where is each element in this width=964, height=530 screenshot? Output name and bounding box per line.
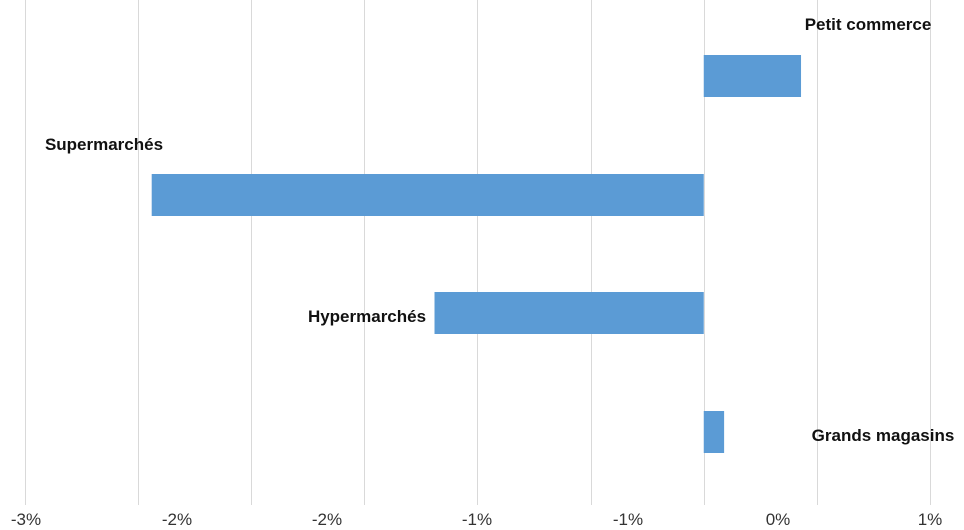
bar-3	[434, 292, 704, 334]
category-labels: Petit commerce Supermarchés Hypermarchés Gr…	[45, 15, 954, 445]
category-label: Hypermarchés	[308, 307, 426, 326]
x-tick-label: 1%	[918, 510, 943, 529]
bar-4	[703, 411, 725, 453]
category-label: Grands magasins	[812, 426, 955, 445]
x-tick-label: -2%	[312, 510, 342, 529]
category-label: Petit commerce	[805, 15, 932, 34]
x-axis-tick-labels: -3% -2% -2% -1% -1% 0% 1%	[11, 510, 942, 529]
x-tick-label: -1%	[613, 510, 643, 529]
x-tick-label: -2%	[162, 510, 192, 529]
category-label: Supermarchés	[45, 135, 163, 154]
x-tick-label: -3%	[11, 510, 41, 529]
bars	[151, 55, 802, 453]
x-tick-label: 0%	[766, 510, 791, 529]
bar-2	[151, 174, 704, 216]
bar-1	[703, 55, 802, 97]
x-tick-label: -1%	[462, 510, 492, 529]
